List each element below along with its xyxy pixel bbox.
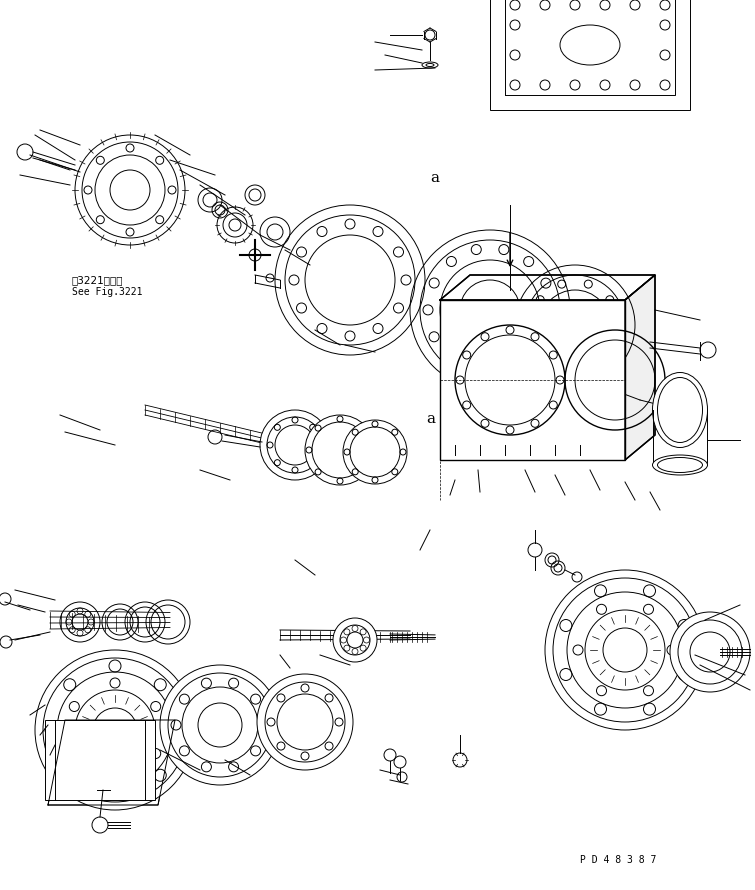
Text: See Fig.3221: See Fig.3221 xyxy=(72,287,142,297)
Ellipse shape xyxy=(652,373,707,448)
Circle shape xyxy=(343,420,407,484)
Text: a: a xyxy=(427,412,436,425)
Text: 第3221図参照: 第3221図参照 xyxy=(72,275,123,285)
Polygon shape xyxy=(48,720,175,805)
Text: a: a xyxy=(430,172,439,185)
Bar xyxy=(45,720,155,800)
Circle shape xyxy=(545,570,705,730)
Circle shape xyxy=(160,665,280,785)
Ellipse shape xyxy=(652,455,707,475)
Circle shape xyxy=(260,410,330,480)
Circle shape xyxy=(257,674,353,770)
Bar xyxy=(440,300,625,460)
Polygon shape xyxy=(440,275,655,300)
Ellipse shape xyxy=(422,62,438,68)
Polygon shape xyxy=(625,275,655,460)
Circle shape xyxy=(333,618,377,662)
Circle shape xyxy=(670,612,750,692)
Bar xyxy=(505,0,675,95)
Circle shape xyxy=(305,415,375,485)
Bar xyxy=(490,0,690,110)
Text: P D 4 8 3 8 7: P D 4 8 3 8 7 xyxy=(581,855,657,865)
Circle shape xyxy=(35,650,195,810)
